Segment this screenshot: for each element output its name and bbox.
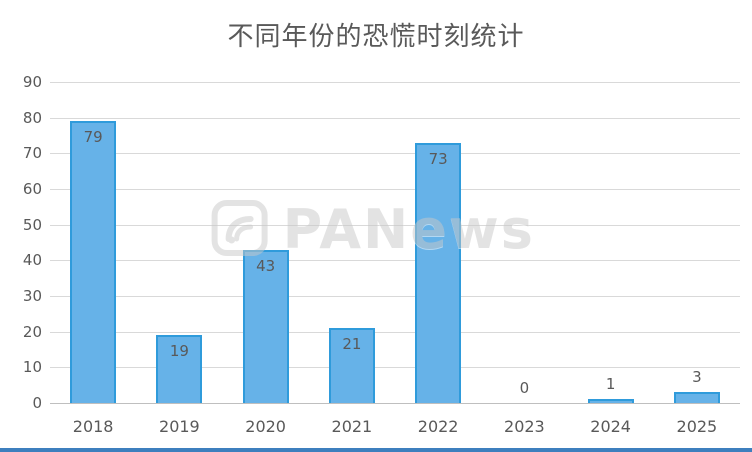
y-tick-label: 90 [22, 73, 42, 91]
bar-2019 [156, 335, 203, 403]
bar-value-label: 19 [169, 342, 189, 361]
x-tick-label: 2025 [676, 417, 718, 436]
x-tick-label: 2023 [504, 417, 545, 436]
x-tick-label: 2019 [159, 417, 200, 436]
bar-value-label: 21 [342, 335, 362, 354]
chart-title: 不同年份的恐慌时刻统计 [227, 22, 525, 52]
bar-2024 [587, 399, 634, 403]
bar-value-label: 1 [605, 375, 616, 394]
y-tick-label: 40 [22, 251, 42, 270]
bar-value-label: 0 [519, 379, 530, 397]
bar-value-label: 73 [428, 149, 448, 168]
gridline [50, 260, 740, 262]
x-tick-label: 2018 [72, 417, 114, 436]
y-tick-label: 50 [22, 215, 42, 234]
bar-value-label: 3 [692, 368, 702, 387]
y-tick-label: 70 [22, 144, 42, 163]
gridline [50, 224, 740, 226]
bar-value-label: 79 [83, 128, 103, 147]
x-axis-line [50, 403, 740, 404]
gridline [50, 153, 740, 155]
gridline [50, 331, 740, 333]
bar-2018 [70, 121, 117, 403]
gridline [50, 189, 740, 190]
bottom-accent-bar [0, 448, 752, 452]
bar-2021 [328, 328, 375, 403]
y-tick-label: 80 [22, 108, 42, 127]
gridline [50, 117, 740, 119]
y-tick-label: 20 [22, 322, 42, 341]
plot-area: 0 10 20 30 40 50 60 70 80 90 79 2018 19 2019 43 2020 21 2… [23, 73, 740, 436]
bar-2020 [242, 249, 289, 403]
gridline [50, 296, 740, 297]
y-tick-label: 30 [22, 287, 42, 305]
x-tick-label: 2022 [417, 417, 459, 436]
y-tick-label: 60 [22, 180, 42, 198]
y-tick-label: 0 [32, 394, 42, 412]
x-tick-label: 2021 [331, 417, 373, 436]
gridline [50, 367, 740, 369]
bar-2025 [673, 392, 720, 403]
bar-value-label: 43 [256, 256, 276, 275]
x-tick-label: 2024 [590, 417, 631, 436]
y-tick-label: 10 [22, 358, 42, 377]
bar-2022 [415, 142, 462, 403]
gridline [50, 82, 740, 83]
x-tick-label: 2020 [245, 417, 286, 436]
